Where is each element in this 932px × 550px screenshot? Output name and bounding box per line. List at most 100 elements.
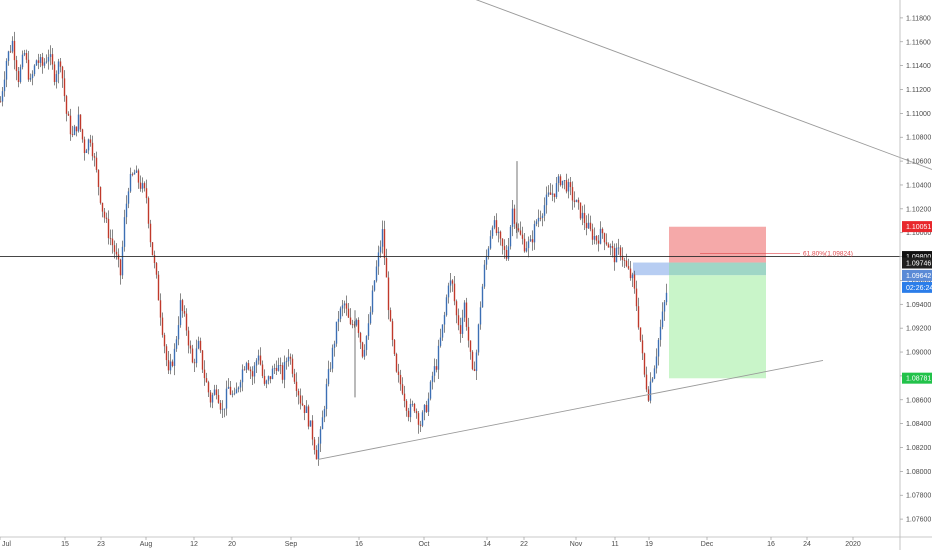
candle-body (229, 386, 232, 395)
candle-body (317, 443, 320, 460)
price-tick-label: 1.10600 (906, 159, 931, 166)
candle-body (567, 182, 570, 192)
candle-body (447, 285, 450, 298)
fib-level-label: 61.80%(1.09824) (803, 251, 853, 258)
price-tick-label: 1.10000 (906, 230, 931, 237)
candle-body (551, 193, 554, 195)
candle-body (145, 188, 148, 199)
drawing-lines[interactable]: 61.80%(1.09824) (0, 0, 932, 460)
candle-body (51, 54, 54, 65)
candle-body (525, 248, 528, 252)
candle-body (113, 245, 116, 252)
candle-body (189, 345, 192, 349)
candle-body (583, 212, 586, 223)
candle-body (75, 126, 78, 132)
candle-body (493, 220, 496, 228)
candle-body (193, 362, 196, 364)
candle-body (331, 347, 334, 369)
price-tick-label: 1.08000 (906, 469, 931, 476)
time-tick-label: 16 (767, 541, 775, 548)
position-zones[interactable] (633, 226, 766, 379)
candle-body (507, 246, 510, 259)
price-tick-label: 1.10400 (906, 182, 931, 189)
price-tag-label: 02:26:24 (906, 285, 932, 292)
candle-body (455, 301, 458, 316)
candle-body (625, 260, 628, 267)
candle-body (225, 388, 228, 409)
candle-body (373, 280, 376, 291)
candle-body (533, 224, 536, 243)
time-axis[interactable]: Jul 15 23 Aug 12 20 Sep 16 Oct 14 22 Nov 11 19 Dec 16 24… (0, 536, 932, 548)
time-tick-label: Dec (701, 541, 714, 548)
candle-body (375, 266, 378, 281)
price-tick-label: 1.07600 (906, 517, 931, 524)
time-tick-label: 15 (61, 541, 69, 548)
candle-body (571, 187, 574, 201)
candle-body (133, 172, 136, 175)
candlestick-series (0, 31, 668, 466)
candle-body (603, 233, 606, 243)
candle-body (265, 380, 268, 384)
candle-body (363, 349, 366, 357)
price-tag (902, 281, 932, 293)
entry-marker-zone[interactable] (633, 262, 669, 276)
candle-body (119, 259, 122, 276)
candle-body (619, 247, 622, 256)
candle-body (653, 368, 656, 379)
entry-overlap-zone[interactable] (669, 262, 766, 276)
time-tick-label: 16 (355, 541, 363, 548)
candle-body (445, 297, 448, 316)
trendline-support[interactable] (317, 359, 824, 460)
take-profit-zone[interactable] (669, 275, 766, 379)
candle-body (645, 374, 648, 390)
candle-body (411, 403, 414, 405)
candle-body (0, 101, 2, 103)
candle-body (23, 53, 26, 55)
candle-body (277, 365, 280, 371)
price-tick-label: 1.09400 (906, 302, 931, 309)
candle-body (351, 324, 354, 325)
candle-body (607, 244, 610, 248)
price-tick-label: 1.09600 (906, 278, 931, 285)
candle-body (355, 319, 358, 326)
candle-body (9, 51, 12, 53)
stop-loss-zone[interactable] (669, 226, 766, 263)
candle-body (7, 51, 10, 61)
time-tick-label: 14 (483, 541, 491, 548)
candle-body (415, 411, 418, 414)
candle-body (121, 246, 124, 276)
trendline-resistance[interactable] (461, 0, 932, 170)
candle-body (543, 205, 546, 216)
candle-body (29, 78, 32, 80)
candle-body (129, 173, 132, 192)
time-tick-label: 2020 (845, 541, 861, 548)
candle-body (281, 365, 284, 380)
time-tick-label: 22 (520, 541, 528, 548)
candle-body (207, 382, 210, 393)
price-tick-label: 1.10200 (906, 206, 931, 213)
candle-body (489, 236, 492, 249)
candle-body (541, 215, 544, 218)
candle-body (459, 325, 462, 334)
candle-body (173, 348, 176, 366)
candle-body (217, 394, 220, 403)
candle-body (211, 394, 214, 403)
candle-body (465, 302, 468, 327)
candle-body (441, 324, 444, 338)
candle-body (279, 365, 282, 366)
candle-body (345, 303, 348, 309)
candle-body (499, 231, 502, 239)
candle-body (303, 405, 306, 413)
candle-body (405, 401, 408, 411)
candle-body (409, 403, 412, 418)
candle-body (333, 343, 336, 348)
candle-body (233, 393, 236, 395)
candle-body (389, 310, 392, 322)
candle-body (637, 306, 640, 328)
candle-body (273, 367, 276, 369)
candle-body (563, 180, 566, 181)
candle-body (175, 339, 178, 349)
candle-body (393, 339, 396, 354)
candle-body (421, 412, 424, 426)
